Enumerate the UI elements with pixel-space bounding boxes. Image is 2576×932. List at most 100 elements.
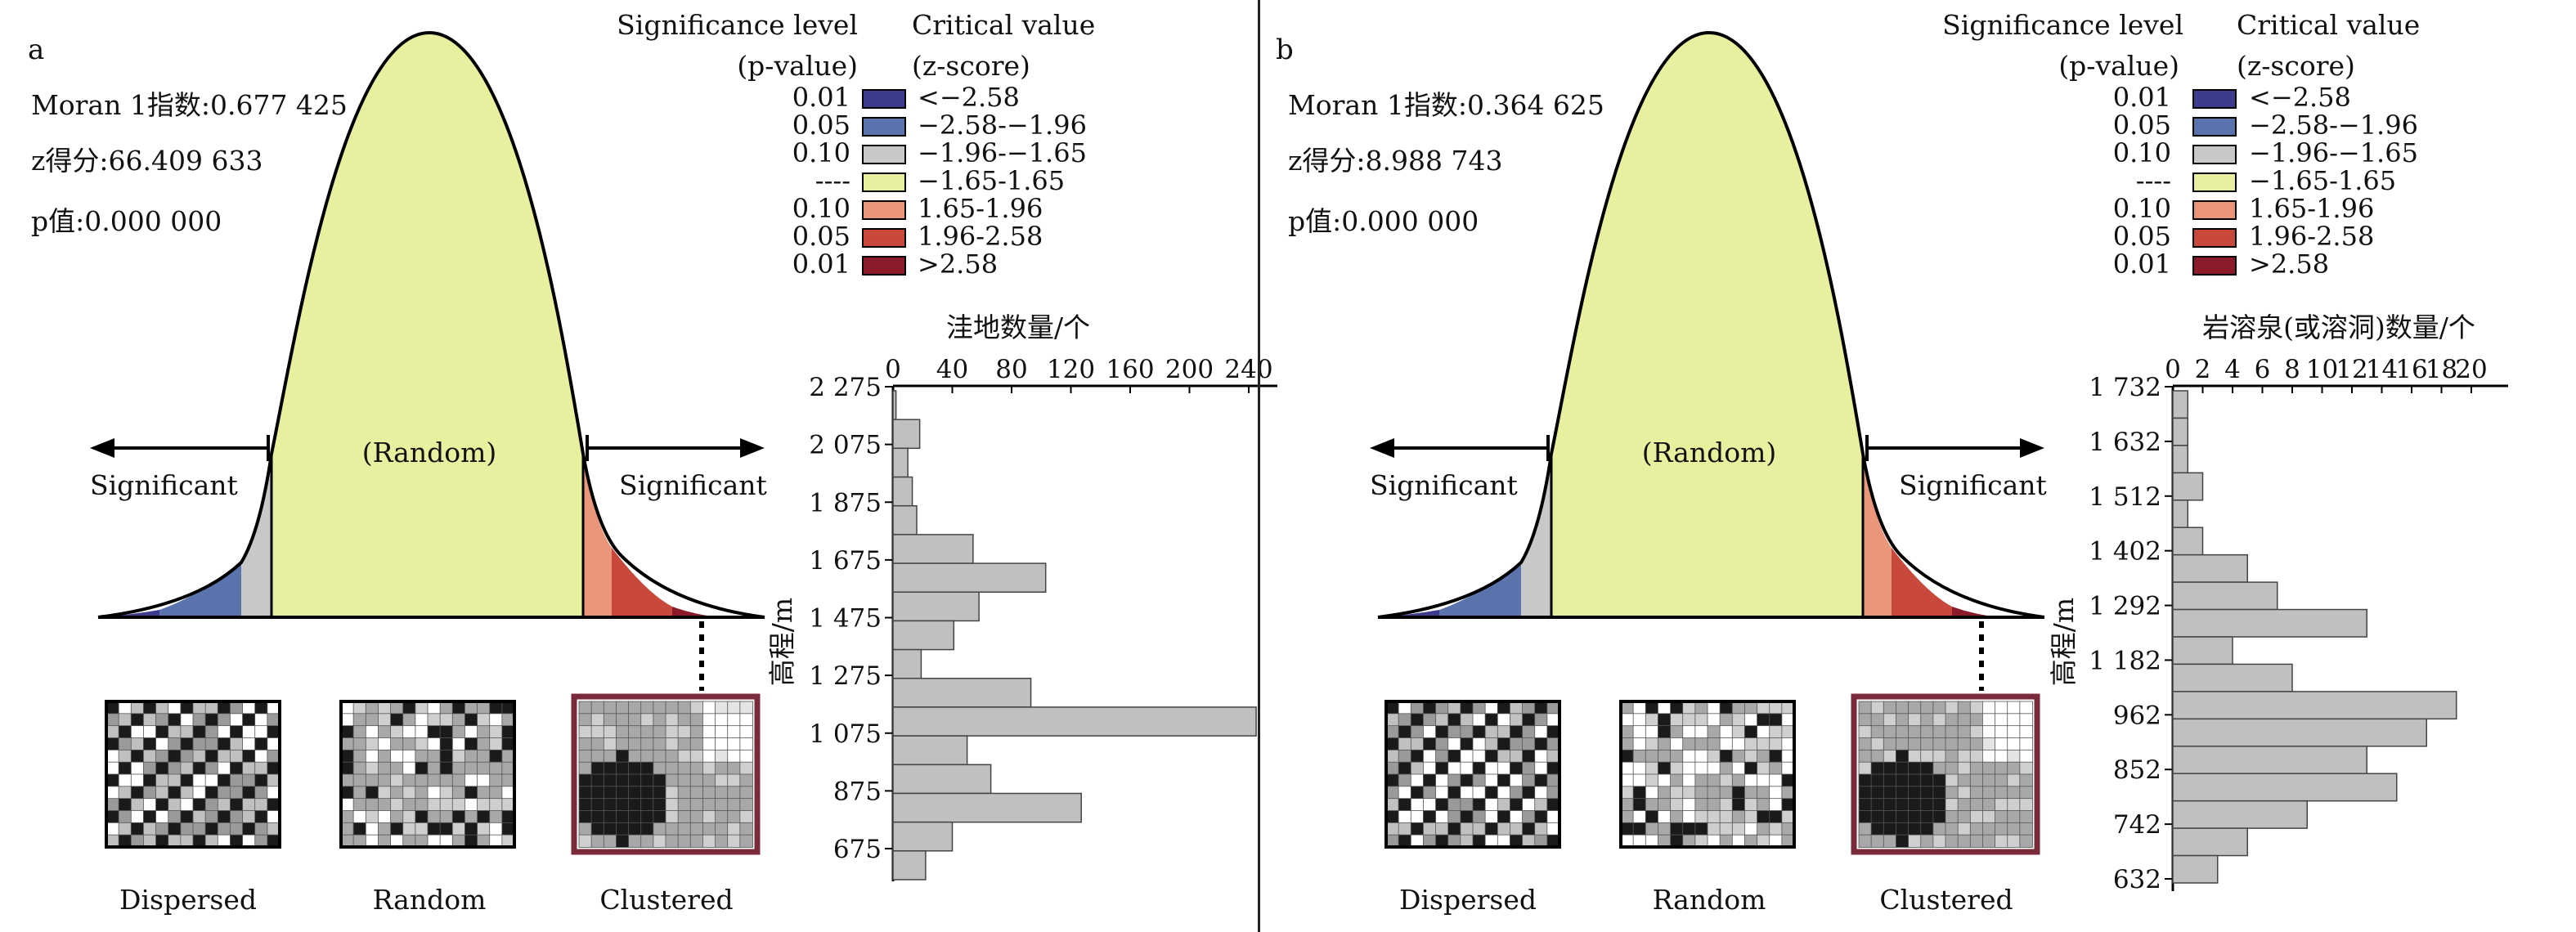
- map-cell: [415, 786, 429, 800]
- map-cell: [489, 822, 503, 836]
- map-cell: [689, 761, 704, 775]
- map-cell: [254, 701, 268, 715]
- map-cell: [1658, 737, 1672, 751]
- map-cell: [464, 737, 478, 751]
- map-cell: [1510, 713, 1524, 727]
- map-cell: [192, 713, 207, 727]
- map-cell: [415, 749, 429, 764]
- map-cell: [1435, 786, 1449, 800]
- legend-header-right-2: (z-score): [912, 50, 1030, 82]
- map-cell: [1969, 773, 1984, 787]
- map-cell: [590, 834, 605, 848]
- map-cell: [180, 749, 194, 764]
- legend-swatch-5: [2192, 228, 2237, 248]
- map-cell: [1920, 737, 1934, 751]
- map-cell: [477, 798, 491, 812]
- region-z-random: [1551, 33, 1863, 617]
- legend-p-value-1: 0.05: [792, 110, 850, 141]
- map-cell: [1632, 749, 1647, 764]
- map-cell: [677, 737, 692, 751]
- legend-p-value-2: 0.10: [2113, 137, 2171, 168]
- map-cell: [130, 737, 145, 751]
- legend-z-score-5: 1.96-2.58: [2249, 221, 2374, 252]
- map-cell: [1858, 810, 1873, 824]
- map-cell: [180, 810, 194, 824]
- y-tick-label: 742: [2113, 810, 2161, 840]
- map-cell: [727, 786, 741, 800]
- legend-swatch-4: [2192, 200, 2237, 220]
- map-cell: [378, 798, 392, 812]
- legend-p-value-5: 0.05: [792, 221, 850, 252]
- map-cell: [2019, 749, 2033, 764]
- y-axis-label: 高程/m: [766, 598, 798, 686]
- map-cell: [1447, 713, 1461, 727]
- map-cell: [1435, 713, 1449, 727]
- legend-header-left-1: Significance level: [1942, 9, 2183, 41]
- map-cell: [1744, 822, 1758, 836]
- map-cell: [1757, 786, 1770, 800]
- map-cell: [578, 713, 593, 727]
- map-cell: [1435, 822, 1449, 836]
- map-cell: [2007, 810, 2021, 824]
- map-cell: [665, 761, 680, 775]
- map-cell: [1957, 737, 1972, 751]
- map-cell: [603, 810, 617, 824]
- panel-divider: [1258, 0, 1260, 932]
- map-cell: [1385, 737, 1400, 751]
- map-cell: [427, 810, 442, 824]
- y-tick-label: 1 732: [2089, 373, 2161, 402]
- map-cell: [1945, 810, 1959, 824]
- map-cell: [727, 737, 741, 751]
- map-cell: [242, 713, 256, 727]
- panel-b-random-label: (Random): [1642, 437, 1777, 468]
- map-cell: [378, 822, 392, 836]
- map-cell: [1645, 725, 1659, 739]
- map-cell: [578, 798, 593, 812]
- map-cell: [1719, 798, 1734, 812]
- map-cell: [254, 761, 268, 775]
- map-cell: [702, 701, 716, 715]
- map-cell: [739, 834, 753, 848]
- map-cell: [340, 701, 355, 715]
- map-cell: [1398, 798, 1412, 812]
- map-cell: [217, 822, 231, 836]
- map-cell: [1969, 701, 1984, 715]
- map-cell: [702, 737, 716, 751]
- map-cell: [1757, 761, 1770, 775]
- map-cell: [204, 749, 219, 764]
- map-cell: [1497, 701, 1511, 715]
- map-cell: [1744, 810, 1758, 824]
- region-z-above-2.58: [1952, 607, 1999, 617]
- panel-a-label-clustered: Clustered: [599, 884, 733, 916]
- map-cell: [439, 749, 454, 764]
- map-cell: [739, 798, 753, 812]
- map-cell: [1757, 701, 1770, 715]
- map-cell: [1719, 786, 1734, 800]
- map-cell: [402, 773, 416, 787]
- legend-z-score-0: <−2.58: [2249, 82, 2351, 113]
- map-cell: [340, 761, 355, 775]
- map-cell: [702, 786, 716, 800]
- map-cell: [1908, 773, 1922, 787]
- map-cell: [715, 761, 729, 775]
- map-cell: [616, 713, 630, 727]
- map-cell: [242, 701, 256, 715]
- y-tick-label: 2 275: [809, 373, 882, 402]
- map-cell: [590, 713, 605, 727]
- map-cell: [739, 701, 753, 715]
- map-cell: [1945, 749, 1959, 764]
- map-cell: [352, 749, 367, 764]
- map-cell: [254, 822, 268, 836]
- map-cell: [1472, 810, 1487, 824]
- map-cell: [217, 749, 231, 764]
- map-cell: [640, 822, 654, 836]
- map-cell: [727, 761, 741, 775]
- map-cell: [415, 737, 429, 751]
- panel-a-right-arrow: [586, 435, 765, 461]
- map-cell: [628, 701, 642, 715]
- region-z-below-2.58: [1378, 610, 1439, 617]
- panel-b-significant-left: Significant: [1370, 469, 1518, 501]
- map-cell: [1484, 749, 1499, 764]
- map-cell: [1645, 713, 1659, 727]
